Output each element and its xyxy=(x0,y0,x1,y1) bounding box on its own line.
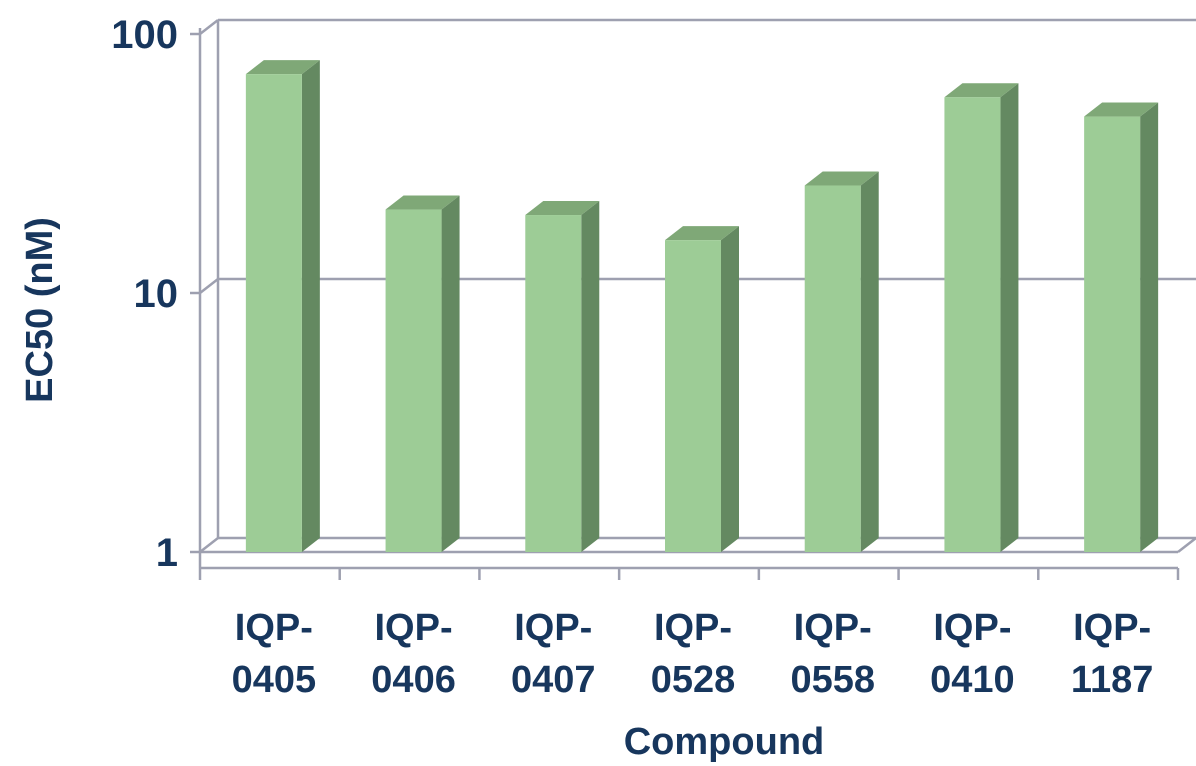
bar-top-face xyxy=(804,171,879,186)
x-axis-title: Compound xyxy=(624,721,825,763)
bar-top-face xyxy=(1084,102,1159,117)
x-tick-label: IQP- xyxy=(1073,607,1151,649)
bar-6 xyxy=(1084,102,1159,552)
bar-front-face xyxy=(804,185,861,552)
bar-front-face xyxy=(245,74,302,553)
bar-top-face xyxy=(665,226,739,241)
bar-1 xyxy=(385,195,460,552)
x-tick-label: IQP- xyxy=(794,607,872,649)
x-tick-label: 0406 xyxy=(371,659,456,701)
bar-side-face xyxy=(441,195,460,552)
gridline-diag xyxy=(199,537,219,553)
bar-top-face xyxy=(525,201,600,216)
x-tick-label: 0410 xyxy=(930,659,1015,701)
bar-side-face xyxy=(301,60,320,553)
x-tick-label: IQP- xyxy=(654,607,732,649)
bar-0 xyxy=(245,60,320,553)
bar-side-face xyxy=(1000,83,1019,553)
bar-front-face xyxy=(665,240,721,552)
bar-layer xyxy=(245,60,1159,553)
x-tick-label: IQP- xyxy=(933,607,1011,649)
bar-front-face xyxy=(385,209,442,552)
bar-top-face xyxy=(385,195,460,210)
floor-right-edge xyxy=(1177,537,1196,553)
x-tick-label: 0407 xyxy=(511,659,596,701)
bar-4 xyxy=(804,171,879,552)
bar-front-face xyxy=(944,97,1001,553)
bar-5 xyxy=(944,83,1019,553)
bar-3 xyxy=(665,226,739,552)
bar-side-face xyxy=(860,171,879,552)
bar-2 xyxy=(525,201,600,552)
bar-top-face xyxy=(245,60,320,75)
bar-side-face xyxy=(1140,102,1159,552)
x-tick-label: 0558 xyxy=(790,659,875,701)
bar-side-face xyxy=(721,226,739,552)
label-layer: 1 10 100 IQP- 0405 IQP- 0406 IQP- 0407 IQP- 0528 IQ… xyxy=(111,13,1153,701)
bar-side-face xyxy=(581,201,600,552)
x-tick-label: IQP- xyxy=(514,607,592,649)
x-tick-label: IQP- xyxy=(235,607,313,649)
x-tick-label: 0405 xyxy=(232,659,317,701)
y-tick-label: 10 xyxy=(134,272,179,316)
y-tick-label: 100 xyxy=(111,13,178,57)
y-tick-label: 1 xyxy=(156,531,178,575)
x-tick-label: IQP- xyxy=(375,607,453,649)
bar-front-face xyxy=(525,215,582,552)
gridline-diag xyxy=(199,19,219,35)
gridline-diag xyxy=(199,278,219,294)
bar-front-face xyxy=(1084,116,1141,552)
bar-top-face xyxy=(944,83,1019,98)
x-tick-label: 1187 xyxy=(1071,659,1153,701)
y-axis-title: EC50 (nM) xyxy=(19,217,61,403)
x-tick-label: 0528 xyxy=(651,659,736,701)
axis-layer xyxy=(190,28,1180,580)
